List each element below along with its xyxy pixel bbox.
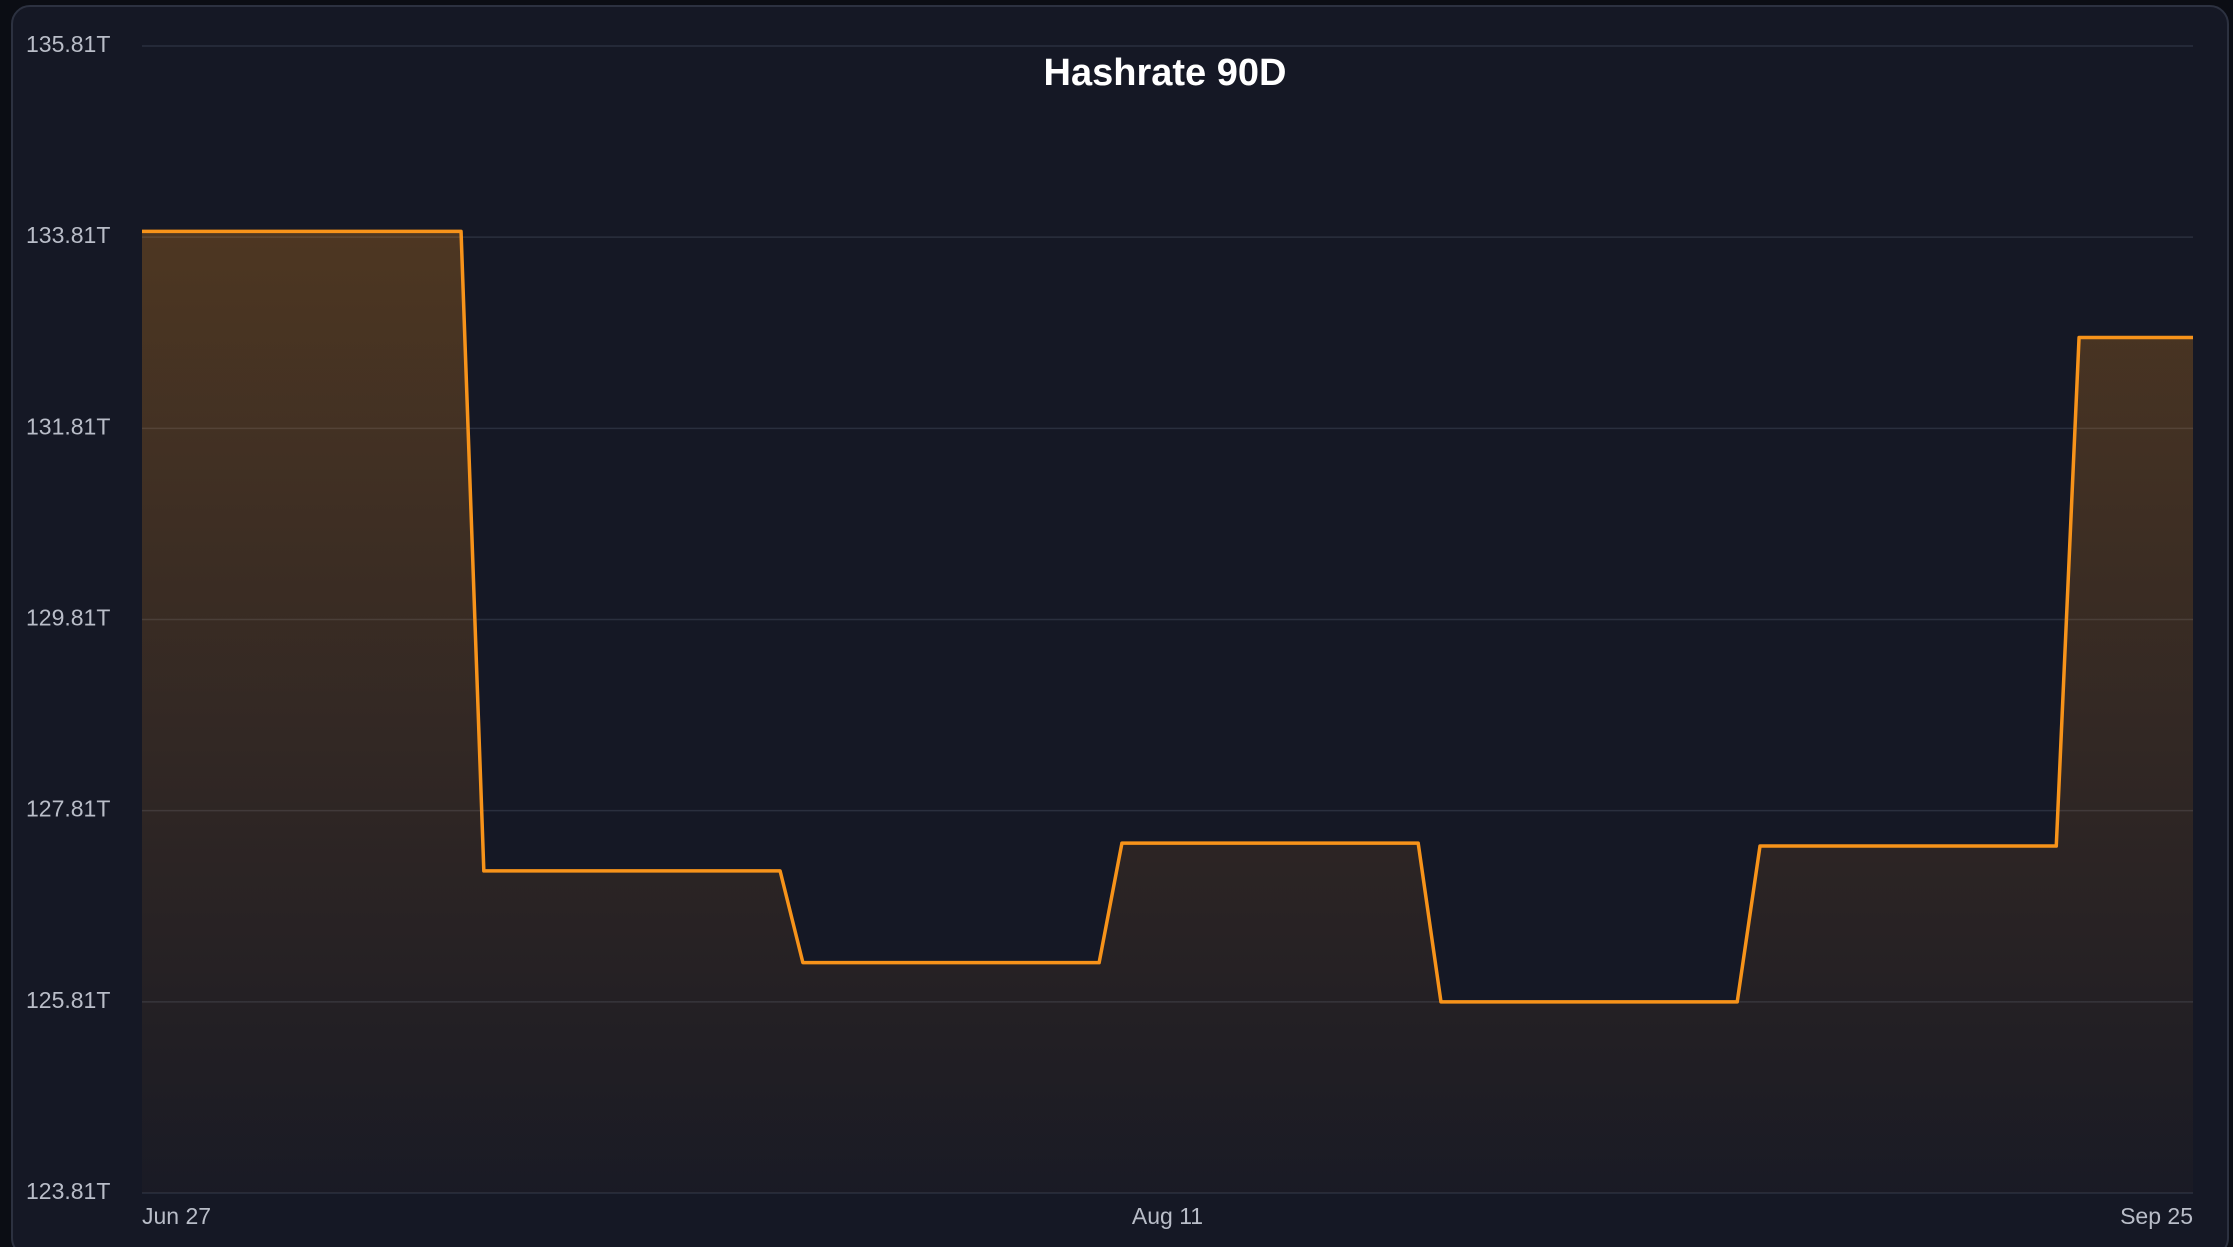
y-tick-label: 131.81T: [26, 413, 110, 439]
x-tick-label: Jun 27: [142, 1203, 211, 1229]
y-tick-label: 127.81T: [26, 796, 110, 822]
x-tick-label: Aug 11: [1132, 1203, 1203, 1229]
x-tick-label: Sep 25: [2120, 1203, 2193, 1229]
y-tick-label: 133.81T: [26, 222, 110, 248]
line: [142, 229, 2193, 1004]
y-tick-label: 129.81T: [26, 605, 110, 631]
y-tick-label: 135.81T: [26, 31, 110, 57]
y-tick-label: 123.81T: [26, 1178, 110, 1204]
area: [142, 231, 2193, 1193]
y-tick-label: 125.81T: [26, 987, 110, 1013]
chart-title: Hashrate 90D: [1044, 52, 1287, 94]
